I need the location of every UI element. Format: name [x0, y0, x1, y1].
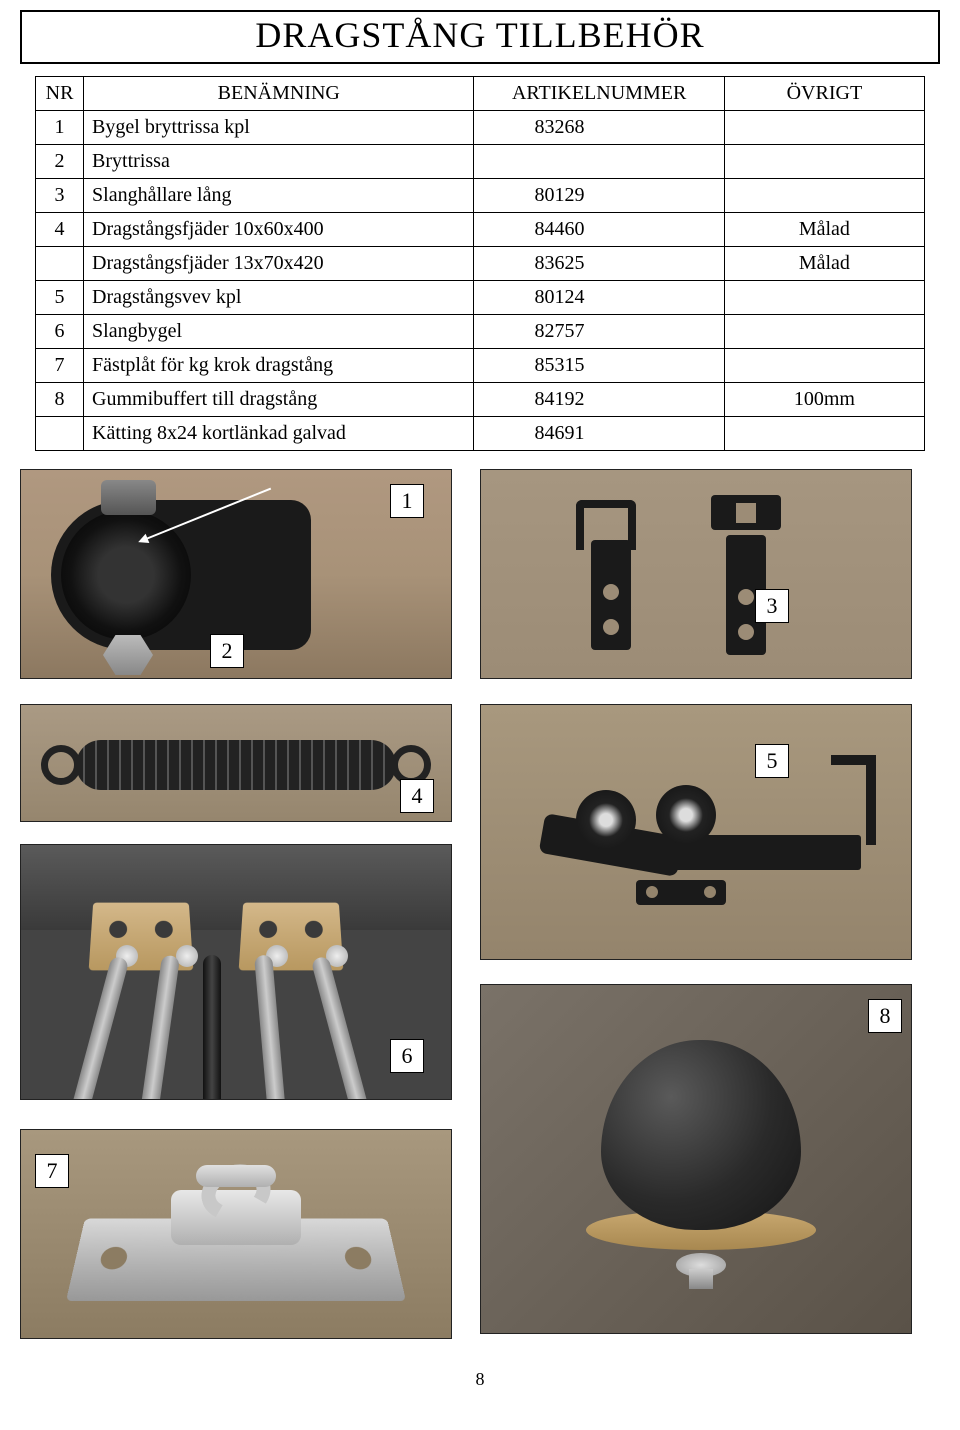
photo-3-brackets: [480, 469, 912, 679]
cell-nr: 6: [36, 315, 84, 349]
table-row: Kätting 8x24 kortlänkad galvad84691: [36, 417, 925, 451]
th-name: BENÄMNING: [84, 77, 474, 111]
th-art: ARTIKELNUMMER: [474, 77, 724, 111]
cell-art: 84460: [474, 213, 724, 247]
table-row: 2Bryttrissa: [36, 145, 925, 179]
table-row: 4Dragstångsfjäder 10x60x40084460Målad: [36, 213, 925, 247]
table-row: 3Slanghållare lång80129: [36, 179, 925, 213]
photo-gallery: 1 2 3 4 5 6 8 7: [20, 469, 940, 1359]
cell-ov: [724, 315, 924, 349]
cell-nr: [36, 247, 84, 281]
table-row: 6Slangbygel82757: [36, 315, 925, 349]
table-header-row: NR BENÄMNING ARTIKELNUMMER ÖVRIGT: [36, 77, 925, 111]
label-7: 7: [35, 1154, 69, 1188]
cell-art: 85315: [474, 349, 724, 383]
parts-table: NR BENÄMNING ARTIKELNUMMER ÖVRIGT 1Bygel…: [35, 76, 925, 451]
label-2: 2: [210, 634, 244, 668]
label-4: 4: [400, 779, 434, 813]
cell-ov: [724, 281, 924, 315]
cell-ov: [724, 111, 924, 145]
cell-name: Bryttrissa: [84, 145, 474, 179]
cell-nr: 5: [36, 281, 84, 315]
cell-ov: 100mm: [724, 383, 924, 417]
table-row: 5Dragstångsvev kpl80124: [36, 281, 925, 315]
page-title-box: DRAGSTÅNG TILLBEHÖR: [20, 10, 940, 64]
label-8: 8: [868, 999, 902, 1033]
cell-ov: [724, 179, 924, 213]
photo-6-hose-clamps: [20, 844, 452, 1100]
label-3: 3: [755, 589, 789, 623]
th-nr: NR: [36, 77, 84, 111]
cell-nr: 7: [36, 349, 84, 383]
cell-name: Bygel bryttrissa kpl: [84, 111, 474, 145]
cell-name: Slanghållare lång: [84, 179, 474, 213]
cell-ov: Målad: [724, 247, 924, 281]
cell-ov: [724, 145, 924, 179]
table-body: 1Bygel bryttrissa kpl832682Bryttrissa3Sl…: [36, 111, 925, 451]
cell-name: Dragstångsfjäder 10x60x400: [84, 213, 474, 247]
cell-name: Gummibuffert till dragstång: [84, 383, 474, 417]
cell-nr: [36, 417, 84, 451]
cell-name: Dragstångsfjäder 13x70x420: [84, 247, 474, 281]
cell-ov: [724, 349, 924, 383]
cell-ov: [724, 417, 924, 451]
cell-art: 80129: [474, 179, 724, 213]
cell-art: 83268: [474, 111, 724, 145]
table-row: 1Bygel bryttrissa kpl83268: [36, 111, 925, 145]
cell-art: 84691: [474, 417, 724, 451]
cell-art: 80124: [474, 281, 724, 315]
cell-art: 82757: [474, 315, 724, 349]
cell-name: Slangbygel: [84, 315, 474, 349]
photo-4-spring: [20, 704, 452, 822]
cell-ov: Målad: [724, 213, 924, 247]
cell-nr: 2: [36, 145, 84, 179]
page-number: 8: [20, 1369, 940, 1390]
cell-art: [474, 145, 724, 179]
cell-art: 84192: [474, 383, 724, 417]
table-row: Dragstångsfjäder 13x70x42083625Målad: [36, 247, 925, 281]
label-1: 1: [390, 484, 424, 518]
page-title: DRAGSTÅNG TILLBEHÖR: [22, 14, 938, 56]
cell-nr: 3: [36, 179, 84, 213]
photo-7-hook-plate: [20, 1129, 452, 1339]
cell-art: 83625: [474, 247, 724, 281]
label-5: 5: [755, 744, 789, 778]
cell-nr: 8: [36, 383, 84, 417]
cell-name: Dragstångsvev kpl: [84, 281, 474, 315]
table-row: 7Fästplåt för kg krok dragstång85315: [36, 349, 925, 383]
table-row: 8Gummibuffert till dragstång84192100mm: [36, 383, 925, 417]
cell-nr: 1: [36, 111, 84, 145]
photo-5-crank: [480, 704, 912, 960]
cell-name: Fästplåt för kg krok dragstång: [84, 349, 474, 383]
cell-nr: 4: [36, 213, 84, 247]
label-6: 6: [390, 1039, 424, 1073]
th-ov: ÖVRIGT: [724, 77, 924, 111]
photo-8-rubber-buffer: [480, 984, 912, 1334]
cell-name: Kätting 8x24 kortlänkad galvad: [84, 417, 474, 451]
